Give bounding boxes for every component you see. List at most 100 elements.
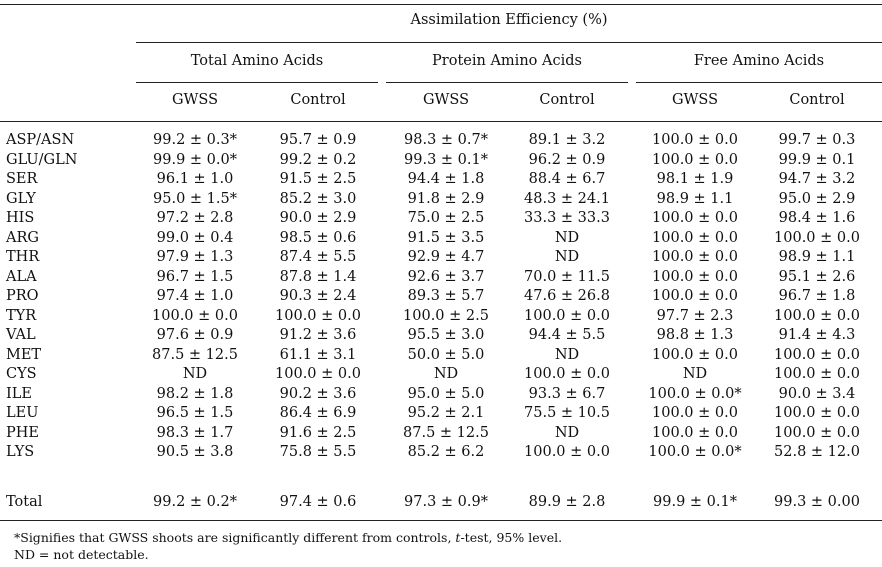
table-row-cell: 96.5 ± 1.5: [156, 405, 234, 421]
table-row-cell: 98.9 ± 1.1: [656, 190, 734, 207]
table-row-cell: ND: [554, 229, 580, 246]
table-row-cell: 100.0 ± 0.0: [524, 444, 610, 460]
table-row-cell: ND: [433, 366, 459, 382]
footnote-significance: *Signifies that GWSS shoots are signific…: [14, 530, 562, 546]
group-rule-total: [136, 82, 378, 83]
table-row-cell: 33.3 ± 33.3: [524, 210, 610, 226]
total-row-cell: 99.9 ± 0.1*: [653, 494, 737, 510]
total-row-cell: 97.4 ± 0.6: [279, 494, 357, 510]
table-top-rule: [0, 4, 882, 5]
table-row-cell: ND: [682, 366, 708, 382]
table-row-label: ARG: [6, 229, 39, 246]
table-row-label: VAL: [6, 327, 36, 343]
table-row-cell: 87.4 ± 5.5: [279, 249, 357, 265]
table-row-cell: 100.0 ± 0.0: [774, 229, 860, 246]
table-row-cell: 99.2 ± 0.2: [279, 151, 357, 168]
table-row-cell: 100.0 ± 0.0: [774, 405, 860, 421]
total-row-cell: 99.3 ± 0.00: [774, 494, 860, 510]
table-row-cell: 61.1 ± 3.1: [279, 346, 357, 363]
table-row-cell: 100.0 ± 0.0: [652, 132, 738, 148]
table-row-label: GLU/GLN: [6, 151, 78, 168]
subheader-1: Control: [290, 92, 346, 108]
table-row-label: MET: [6, 346, 42, 363]
table-row-cell: 99.0 ± 0.4: [156, 229, 234, 246]
table-row-cell: 91.8 ± 2.9: [407, 190, 485, 207]
table-row-cell: 95.7 ± 0.9: [279, 132, 357, 148]
table-row-cell: 98.1 ± 1.9: [656, 171, 734, 187]
table-row-cell: 94.4 ± 5.5: [528, 327, 606, 343]
table-row-cell: 90.2 ± 3.6: [279, 385, 357, 402]
table-row-cell: 100.0 ± 0.0: [275, 366, 361, 382]
table-row-cell: 92.9 ± 4.7: [407, 249, 485, 265]
subheader-3: Control: [539, 92, 595, 108]
table-row-cell: 91.5 ± 3.5: [407, 229, 485, 246]
header-bottom-rule: [0, 121, 882, 122]
table-row-cell: 96.2 ± 0.9: [528, 151, 606, 168]
table-row-cell: 100.0 ± 0.0: [652, 346, 738, 363]
footnote-significance-italic: t: [455, 530, 461, 545]
table-row-cell: 91.6 ± 2.5: [279, 424, 357, 441]
table-row-cell: 86.4 ± 6.9: [279, 405, 357, 421]
table-row-cell: 100.0 ± 0.0: [152, 307, 238, 324]
table-row-cell: 94.4 ± 1.8: [407, 171, 485, 187]
table-row-cell: 95.0 ± 2.9: [778, 190, 856, 207]
table-row-label: ALA: [6, 268, 37, 285]
table-row-cell: 100.0 ± 0.0: [652, 424, 738, 441]
table-row-cell: ND: [182, 366, 208, 382]
table-row-cell: 87.5 ± 12.5: [403, 424, 489, 441]
table-row-cell: 100.0 ± 0.0: [652, 210, 738, 226]
group-rule-free: [636, 82, 882, 83]
table-row-cell: 95.5 ± 3.0: [407, 327, 485, 343]
table-row-cell: 100.0 ± 0.0: [774, 366, 860, 382]
table-row-cell: 89.1 ± 3.2: [528, 132, 606, 148]
table-row-cell: 100.0 ± 0.0: [774, 307, 860, 324]
super-header-title: Assimilation Efficiency (%): [410, 12, 608, 28]
group-rule-protein: [386, 82, 628, 83]
total-row-label: Total: [6, 494, 43, 510]
table-row-cell: 52.8 ± 12.0: [774, 444, 860, 460]
table-row-cell: 75.8 ± 5.5: [279, 444, 357, 460]
table-row-cell: 50.0 ± 5.0: [407, 346, 485, 363]
table-row-label: TYR: [6, 307, 37, 324]
table-row-cell: 96.1 ± 1.0: [156, 171, 234, 187]
table-row-cell: 95.0 ± 5.0: [407, 385, 485, 402]
table-row-cell: 93.3 ± 6.7: [528, 385, 606, 402]
table-row-cell: 75.0 ± 2.5: [407, 210, 485, 226]
table-row-cell: 85.2 ± 3.0: [279, 190, 357, 207]
table-row-cell: 98.4 ± 1.6: [778, 210, 856, 226]
table-row-cell: 98.8 ± 1.3: [656, 327, 734, 343]
table-row-cell: 100.0 ± 0.0*: [648, 385, 742, 402]
footnote-significance-prefix: *Signifies that GWSS shoots are signific…: [14, 530, 456, 545]
table-row-cell: 100.0 ± 0.0: [652, 249, 738, 265]
table-row-cell: 100.0 ± 0.0: [652, 288, 738, 304]
table-row-label: PRO: [6, 288, 39, 304]
table-row-cell: 99.3 ± 0.1*: [404, 151, 488, 168]
table-row-cell: 100.0 ± 0.0: [275, 307, 361, 324]
table-row-cell: 91.2 ± 3.6: [279, 327, 357, 343]
table-bottom-rule: [0, 520, 882, 521]
table-row-cell: 98.5 ± 0.6: [279, 229, 357, 246]
table-row-cell: 99.9 ± 0.0*: [153, 151, 237, 168]
table-row-cell: 99.9 ± 0.1: [778, 151, 856, 168]
table-row-cell: 90.3 ± 2.4: [279, 288, 357, 304]
table-row-cell: ND: [554, 249, 580, 265]
table-row-cell: 87.5 ± 12.5: [152, 346, 238, 363]
group-header-total: Total Amino Acids: [190, 53, 324, 69]
table-row-label: GLY: [6, 190, 36, 207]
table-row-cell: 97.7 ± 2.3: [656, 307, 734, 324]
table-row-cell: 100.0 ± 0.0: [652, 229, 738, 246]
footnote-significance-suffix: -test, 95% level.: [460, 530, 563, 545]
table-row-cell: 95.2 ± 2.1: [407, 405, 485, 421]
table-row-cell: 100.0 ± 0.0: [524, 366, 610, 382]
table-row-label: ASP/ASN: [6, 132, 75, 148]
group-header-free: Free Amino Acids: [693, 53, 825, 69]
footnote-nd: ND = not detectable.: [14, 547, 149, 562]
table-row-cell: 100.0 ± 2.5: [403, 307, 489, 324]
table-row-cell: 91.5 ± 2.5: [279, 171, 357, 187]
group-header-protein: Protein Amino Acids: [432, 53, 582, 69]
table-row-cell: 100.0 ± 0.0: [652, 151, 738, 168]
table-row-cell: 97.9 ± 1.3: [156, 249, 234, 265]
table-row-cell: ND: [554, 346, 580, 363]
table-row-cell: 99.7 ± 0.3: [778, 132, 856, 148]
